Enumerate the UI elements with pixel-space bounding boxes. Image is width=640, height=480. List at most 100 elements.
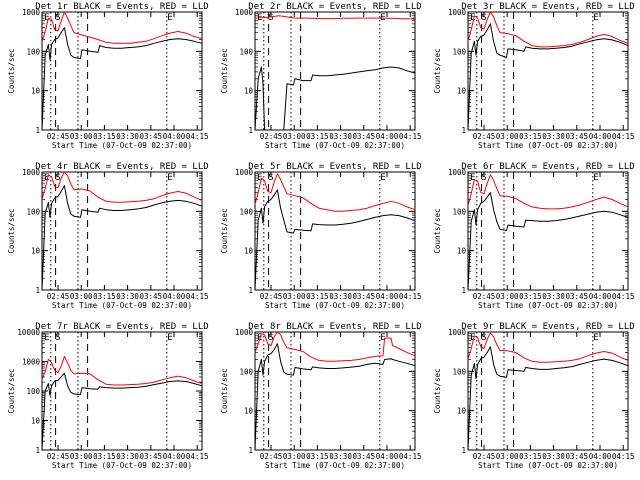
x-tick-label: 04:15 [186,292,209,301]
x-tick-label: 03:30 [116,132,139,141]
y-tick-label: 10 [457,407,467,416]
chart-title: Det 8r BLACK = Events, RED = LLD [248,322,421,332]
x-axis-label: Start Time (07-Oct-09 02:37:00) [52,141,192,150]
event-marker-label: S [55,173,60,183]
y-tick-label: 1 [461,286,466,295]
x-axis-label: Start Time (07-Oct-09 02:37:00) [265,301,405,310]
y-tick-label: 1 [35,446,40,455]
event-marker-label: S [481,333,486,343]
x-tick-label: 02:45 [47,292,70,301]
x-tick-label: 04:15 [399,132,422,141]
event-marker-label: E [380,333,385,343]
x-tick-label: 03:45 [140,132,163,141]
y-tick-label: 1 [35,126,40,135]
x-tick-label: 02:45 [473,292,496,301]
x-tick-label: 03:15 [519,292,542,301]
x-tick-label: 03:30 [542,292,565,301]
series-line-red [41,171,203,203]
y-tick-label: 1000 [22,358,41,367]
chart-title: Det 2r BLACK = Events, RED = LLD [248,2,421,12]
y-tick-label: 10 [31,247,41,256]
y-tick-label: 10 [457,87,467,96]
event-marker-label: S [268,13,273,23]
event-marker-label: E [470,13,475,23]
plot-frame [254,331,416,451]
event-marker-label: E [44,13,49,23]
y-axis-label: Counts/sec [7,48,16,93]
chart-panel-1: Det 1r BLACK = Events, RED = LLD 1 10 100 10… [7,2,209,150]
y-tick-label: 1000 [22,8,41,17]
series-line-black [467,192,629,291]
x-tick-label: 03:30 [329,452,352,461]
x-tick-label: 04:00 [376,292,399,301]
x-tick-label: 03:45 [140,452,163,461]
chart-title: Det 3r BLACK = Events, RED = LLD [461,2,634,12]
y-tick-label: 100 [26,387,40,396]
chart-panel-3: Det 3r BLACK = Events, RED = LLD 1 10 100 10… [433,2,635,150]
x-tick-label: 04:15 [612,132,635,141]
x-tick-label: 03:15 [306,452,329,461]
y-tick-label: 10 [244,87,254,96]
x-tick-label: 04:15 [612,292,635,301]
x-tick-label: 04:15 [186,452,209,461]
x-axis-label: Start Time (07-Oct-09 02:37:00) [478,141,618,150]
x-tick-label: 03:45 [566,292,589,301]
series-line-black [41,372,203,451]
series-line-black [254,66,416,131]
x-axis-label: Start Time (07-Oct-09 02:37:00) [478,461,618,470]
x-tick-label: 04:00 [589,452,612,461]
event-marker-label: E [44,173,49,183]
event-marker-label: E [167,333,172,343]
x-tick-label: 03:00 [70,452,93,461]
x-axis-label: Start Time (07-Oct-09 02:37:00) [52,461,192,470]
series-line-red [41,355,203,386]
event-marker-label: S [268,173,273,183]
series-line-red [41,11,203,44]
chart-panel-7: Det 7r BLACK = Events, RED = LLD 1 10 100 10… [7,322,209,470]
event-marker-label: S [55,333,60,343]
series-line-red [467,11,629,48]
y-tick-label: 1000 [235,168,254,177]
y-tick-label: 10 [244,407,254,416]
x-tick-label: 03:45 [353,132,376,141]
x-tick-label: 03:30 [542,452,565,461]
plot-frame [467,171,629,291]
series-line-black [254,189,416,291]
chart-title: Det 4r BLACK = Events, RED = LLD [35,162,208,172]
x-tick-label: 02:45 [473,132,496,141]
x-tick-label: 02:45 [260,292,283,301]
y-tick-label: 1000 [235,8,254,17]
event-marker-label: S [481,173,486,183]
x-tick-label: 03:45 [353,452,376,461]
y-tick-label: 10 [31,417,41,426]
x-tick-label: 03:45 [353,292,376,301]
x-tick-label: 04:15 [186,132,209,141]
plot-frame [41,11,203,131]
y-tick-label: 1000 [448,168,467,177]
x-axis-label: Start Time (07-Oct-09 02:37:00) [52,301,192,310]
x-tick-label: 04:00 [163,452,186,461]
series-line-black [467,23,629,131]
x-axis-label: Start Time (07-Oct-09 02:37:00) [265,461,405,470]
plot-frame [41,171,203,291]
y-tick-label: 10 [31,87,41,96]
x-tick-label: 03:30 [329,132,352,141]
event-marker-label: E [44,333,49,343]
chart-panel-4: Det 4r BLACK = Events, RED = LLD 1 10 100 10… [7,162,209,310]
event-marker-label: E [380,173,385,183]
x-tick-label: 02:45 [473,452,496,461]
x-tick-label: 03:00 [70,292,93,301]
y-tick-label: 10000 [17,328,40,337]
event-marker-label: E [593,173,598,183]
y-tick-label: 100 [239,47,253,56]
series-line-black [467,346,629,451]
x-tick-label: 04:00 [589,292,612,301]
y-tick-label: 1000 [235,328,254,337]
x-tick-label: 03:30 [542,132,565,141]
y-tick-label: 100 [239,207,253,216]
x-tick-label: 03:00 [496,292,519,301]
y-tick-label: 100 [452,367,466,376]
plot-frame [467,11,629,131]
y-axis-label: Counts/sec [7,368,16,413]
